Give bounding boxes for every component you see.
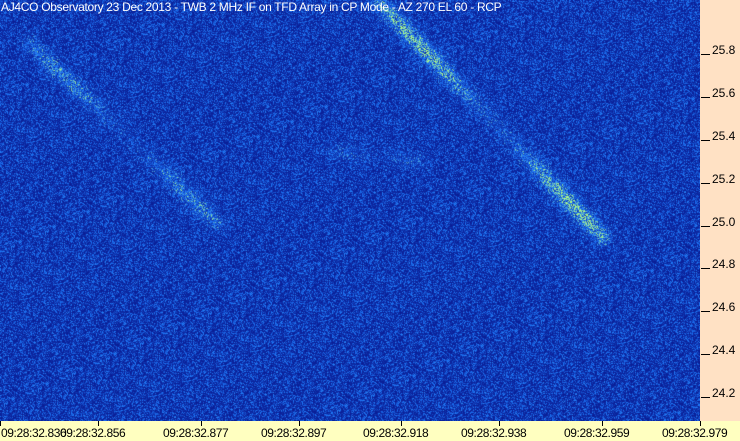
y-tick	[701, 139, 710, 141]
y-tick-label: 25.8	[712, 42, 736, 57]
x-tick	[0, 421, 1, 426]
x-tick-label: 09:28:32.856	[60, 426, 126, 440]
x-tick	[401, 421, 402, 426]
y-tick	[701, 225, 710, 227]
y-tick-label: 25.2	[712, 171, 736, 186]
x-tick-label: 09:28:32.959	[564, 426, 630, 440]
x-tick-label: 09:28:32.918	[363, 426, 429, 440]
y-tick-label: 24.6	[712, 300, 736, 315]
y-tick-label: 24.8	[712, 257, 736, 272]
y-tick-label: 24.2	[712, 386, 736, 401]
y-tick-label: 24.4	[712, 343, 736, 358]
y-tick	[701, 311, 710, 313]
x-tick-label: 09:28:32.877	[163, 426, 229, 440]
y-tick-label: 25.0	[712, 214, 736, 229]
x-tick	[499, 421, 500, 426]
y-tick	[701, 397, 710, 399]
x-tick-label: 09:28:32.897	[261, 426, 327, 440]
x-tick	[602, 421, 603, 426]
y-tick	[701, 354, 710, 356]
y-tick	[701, 268, 710, 270]
y-tick-label: 25.4	[712, 128, 736, 143]
y-tick-label: 25.6	[712, 85, 736, 100]
y-tick	[701, 182, 710, 184]
y-tick	[701, 53, 710, 55]
x-tick	[98, 421, 99, 426]
y-tick	[701, 96, 710, 98]
y-axis: 25.8 25.6 25.4 25.2 25.0 24.8 24.6 24.4 24.2	[700, 0, 740, 421]
x-tick-label: 09:28:32.836	[1, 426, 67, 440]
x-tick-label: 09:28:32.938	[461, 426, 527, 440]
x-tick-label: 09:28:32.979	[662, 426, 728, 440]
chart-title: AJ4CO Observatory 23 Dec 2013 - TWB 2 MH…	[1, 0, 502, 14]
x-axis: 09:28:32.836 09:28:32.856 09:28:32.877 09:2…	[0, 421, 740, 441]
x-tick	[700, 421, 701, 426]
x-tick	[299, 421, 300, 426]
spectrogram-plot	[0, 0, 700, 421]
x-tick	[201, 421, 202, 426]
